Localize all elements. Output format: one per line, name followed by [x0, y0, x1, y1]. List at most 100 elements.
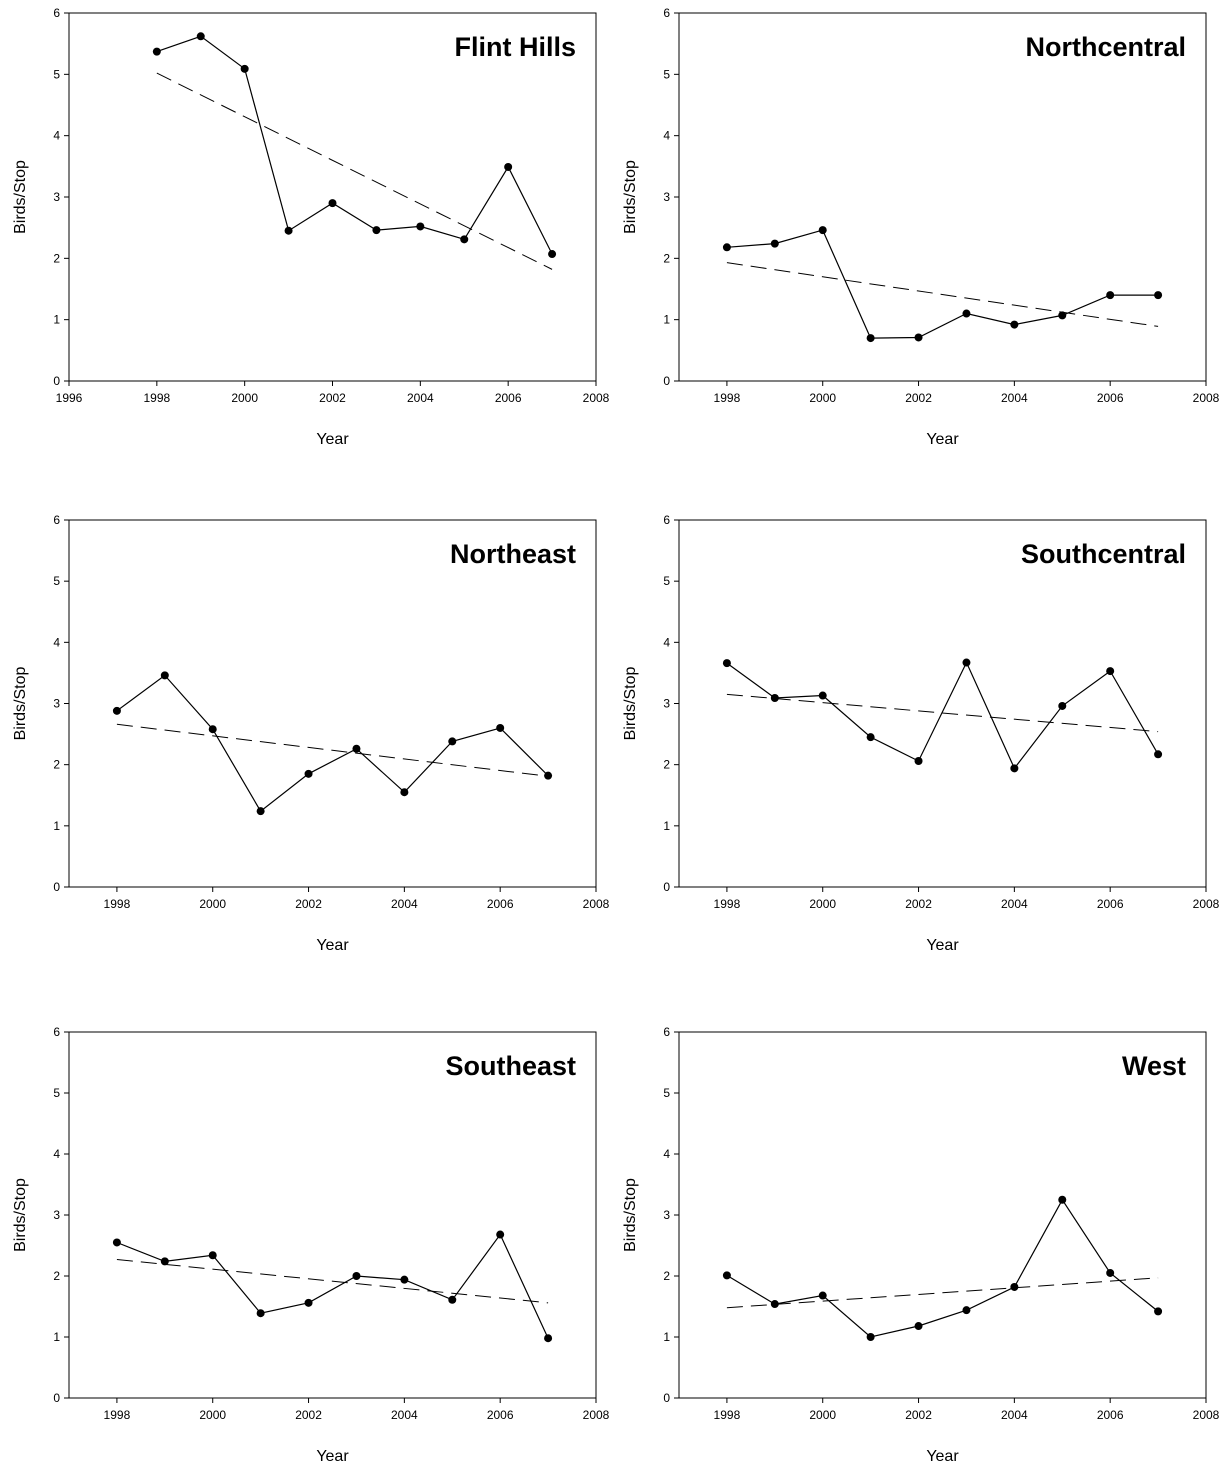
x-tick-label: 2006 — [495, 391, 522, 405]
x-tick-label: 1998 — [714, 897, 741, 911]
chart-panel-3: 0 1 2 3 4 5 6 1998 2000 2002 2004 2006 2008 Year Birds… — [12, 513, 610, 954]
y-axis-label: Birds/Stop — [12, 1178, 29, 1252]
y-tick-label: 2 — [53, 251, 60, 265]
y-axis-label: Birds/Stop — [12, 666, 29, 740]
x-tick-label: 2002 — [295, 897, 322, 911]
y-tick-label: 0 — [663, 1391, 670, 1405]
data-point — [770, 693, 779, 702]
data-point — [548, 250, 557, 259]
x-axis-label: Year — [316, 431, 349, 448]
chart-panel-5: 0 1 2 3 4 5 6 1998 2000 2002 2004 2006 2008 Year Birds… — [12, 1025, 610, 1465]
y-tick-label: 1 — [53, 819, 60, 833]
data-point — [818, 691, 827, 700]
x-tick-label: 2004 — [407, 391, 434, 405]
trend-line — [116, 1259, 549, 1304]
y-tick-label: 6 — [663, 1025, 670, 1039]
data-point — [160, 671, 169, 680]
y-tick-label: 0 — [663, 374, 670, 388]
trend-line — [726, 262, 1159, 327]
series-line — [726, 1198, 1159, 1338]
x-axis-label: Year — [926, 1448, 959, 1465]
y-tick-label: 2 — [53, 758, 60, 772]
data-point — [504, 162, 513, 171]
y-tick-label: 4 — [663, 129, 670, 143]
y-tick-label: 3 — [663, 190, 670, 204]
x-tick-label: 2008 — [1193, 1408, 1220, 1422]
data-point — [196, 32, 205, 41]
x-tick-label: 1998 — [714, 391, 741, 405]
x-axis-label: Year — [316, 937, 349, 954]
data-point — [152, 47, 161, 56]
data-point — [1010, 320, 1019, 329]
data-point — [722, 659, 731, 668]
data-point — [416, 222, 425, 231]
series-line — [116, 1233, 549, 1339]
x-tick-label: 2008 — [1193, 391, 1220, 405]
data-point — [160, 1257, 169, 1266]
data-point — [256, 807, 265, 816]
data-point — [914, 1322, 923, 1331]
x-tick-label: 2004 — [1001, 391, 1028, 405]
y-tick-label: 6 — [663, 6, 670, 20]
y-axis-label: Birds/Stop — [622, 160, 639, 234]
data-point — [208, 1251, 217, 1260]
x-tick-label: 2006 — [1097, 1408, 1124, 1422]
x-tick-label: 2008 — [1193, 897, 1220, 911]
y-tick-label: 3 — [53, 1208, 60, 1222]
x-axis-label: Year — [926, 431, 959, 448]
y-tick-label: 2 — [663, 758, 670, 772]
data-point — [1154, 750, 1163, 759]
y-axis-label: Birds/Stop — [622, 1178, 639, 1252]
x-axis-label: Year — [316, 1448, 349, 1465]
data-point — [448, 1295, 457, 1304]
x-tick-label: 2006 — [487, 897, 514, 911]
x-tick-label: 1998 — [143, 391, 170, 405]
x-tick-label: 2000 — [199, 897, 226, 911]
plot-frame — [678, 519, 1207, 888]
x-tick-label: 2006 — [487, 1408, 514, 1422]
data-point — [722, 243, 731, 252]
data-point — [208, 725, 217, 734]
data-point — [1058, 701, 1067, 710]
x-tick-label: 1998 — [104, 1408, 131, 1422]
x-tick-label: 2006 — [1097, 897, 1124, 911]
plot-frame — [68, 1031, 597, 1399]
data-point — [962, 658, 971, 667]
chart-panel-4: 0 1 2 3 4 5 6 1998 2000 2002 2004 2006 2008 Year Birds… — [622, 513, 1220, 954]
x-tick-label: 2000 — [809, 391, 836, 405]
panel-title: Flint Hills — [455, 32, 577, 62]
data-point — [112, 1238, 121, 1247]
data-point — [544, 1334, 553, 1343]
x-tick-label: 2008 — [583, 1408, 610, 1422]
plot-frame — [678, 1031, 1207, 1399]
y-tick-label: 3 — [663, 1208, 670, 1222]
y-tick-label: 1 — [663, 313, 670, 327]
data-point — [962, 309, 971, 318]
data-point — [284, 226, 293, 235]
y-tick-label: 6 — [663, 513, 670, 527]
x-tick-label: 2002 — [295, 1408, 322, 1422]
series-line — [116, 674, 549, 813]
panel-title: West — [1122, 1051, 1186, 1081]
x-tick-label: 1996 — [56, 391, 83, 405]
data-point — [496, 1230, 505, 1239]
data-point — [400, 1275, 409, 1284]
chart-panel-6: 0 1 2 3 4 5 6 1998 2000 2002 2004 2006 2008 Year Birds… — [622, 1025, 1220, 1465]
data-point — [914, 333, 923, 342]
y-tick-label: 0 — [53, 374, 60, 388]
x-tick-label: 1998 — [104, 897, 131, 911]
data-point — [1058, 1195, 1067, 1204]
x-tick-label: 2000 — [199, 1408, 226, 1422]
data-point — [866, 334, 875, 343]
x-tick-label: 2008 — [583, 391, 610, 405]
data-point — [914, 756, 923, 765]
data-point — [256, 1309, 265, 1318]
panel-title: Northcentral — [1025, 32, 1186, 62]
y-tick-label: 4 — [663, 635, 670, 649]
data-point — [496, 723, 505, 732]
data-point — [1154, 291, 1163, 300]
data-point — [1106, 291, 1115, 300]
data-point — [304, 769, 313, 778]
y-tick-label: 1 — [53, 1330, 60, 1344]
